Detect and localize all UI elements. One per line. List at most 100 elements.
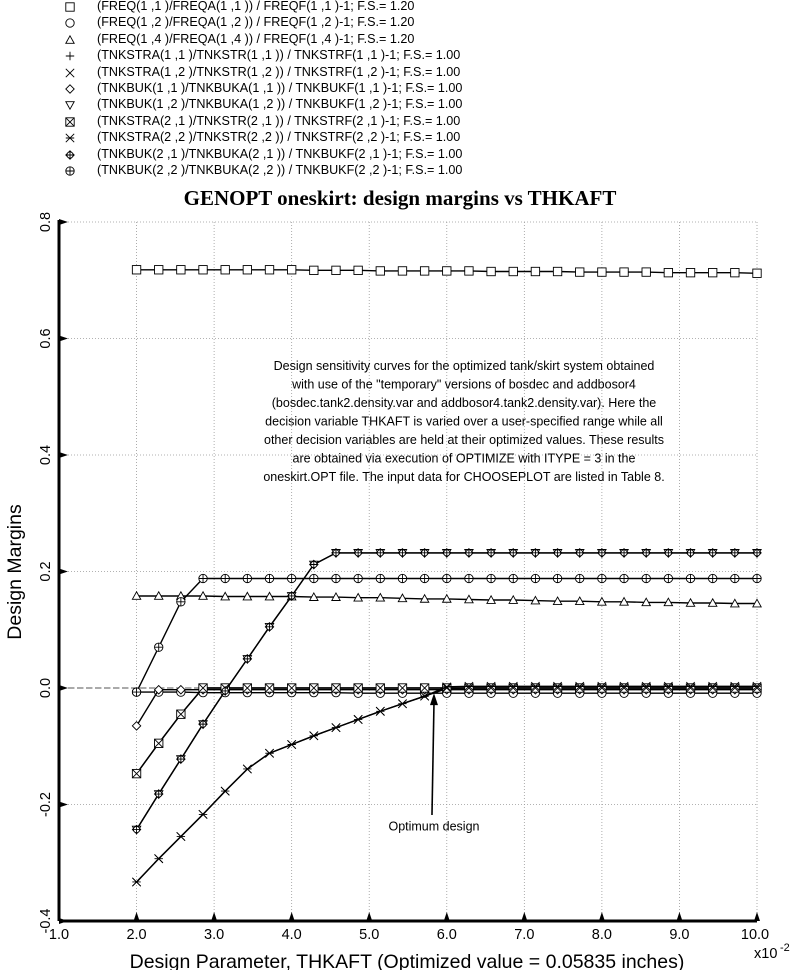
chart-title: GENOPT oneskirt: design margins vs THKAF…: [183, 186, 617, 210]
data-point: [176, 684, 186, 695]
data-point: [308, 592, 319, 601]
y-tick-label: 0.2: [38, 561, 54, 581]
data-point: [176, 754, 186, 764]
y-tick-label: -0.2: [38, 792, 54, 817]
data-point: [353, 548, 363, 558]
asterisk-marker-icon: [65, 133, 75, 143]
x-tick-label: 7.0: [514, 927, 534, 943]
data-point: [663, 268, 674, 278]
data-point: [619, 683, 629, 693]
data-point: [641, 681, 651, 691]
x-tick-label: 3.0: [204, 927, 224, 943]
data-point: [464, 683, 474, 693]
data-point: [530, 683, 541, 693]
data-point: [619, 681, 629, 691]
data-point: [685, 548, 696, 558]
data-point: [375, 573, 385, 584]
data-point: [463, 594, 474, 604]
data-point: [641, 267, 651, 277]
data-point: [752, 268, 762, 278]
data-point: [575, 267, 585, 277]
series-circle-plus-diamond: [131, 548, 762, 835]
data-point: [154, 265, 164, 275]
x-tick-mark: [211, 912, 218, 921]
legend-entry: (TNKBUK(1 ,1 )/TNKBUKA(1 ,1 )) / TNKBUKF…: [64, 80, 462, 96]
x-scale-exponent: -2: [780, 942, 790, 954]
axes: 1.0 2.0 3.0 4.0 5.0 6.0 7.0 8.0 9.0 10.0 -0.4 -0.2 0…: [38, 212, 769, 943]
optimum-label: Optimum design: [388, 820, 479, 834]
data-point: [375, 266, 385, 276]
data-point: [331, 265, 341, 275]
x-marker-icon: [65, 68, 75, 78]
legend-label: (TNKBUK(2 ,2 )/TNKBUKA(2 ,2 )) / TNKBUKF…: [97, 162, 463, 177]
optimum-arrow-head: [429, 693, 438, 706]
data-point: [597, 548, 607, 558]
data-point: [508, 683, 518, 693]
data-point: [464, 548, 474, 558]
data-point: [242, 764, 252, 774]
data-point: [264, 591, 275, 601]
data-point: [375, 592, 386, 602]
data-point: [619, 573, 629, 584]
data-point: [131, 824, 142, 835]
data-point: [730, 573, 740, 584]
y-tick-mark: [59, 568, 68, 575]
data-point: [752, 573, 762, 584]
annotation-line: Design sensitivity curves for the optimi…: [274, 359, 655, 373]
data-point: [442, 682, 452, 692]
y-tick-mark: [59, 219, 68, 225]
data-point: [530, 266, 541, 277]
data-point: [131, 590, 142, 600]
data-point: [464, 681, 474, 691]
x-tick-mark: [366, 912, 373, 921]
legend-entry: (TNKSTRA(1 ,2 )/TNKSTR(1 ,2 )) / TNKSTRF…: [64, 64, 462, 80]
data-point: [397, 699, 407, 709]
data-point: [353, 714, 363, 724]
data-point: [154, 854, 164, 864]
data-point: [597, 573, 607, 584]
data-point: [708, 573, 718, 584]
series-asterisk: [132, 681, 762, 887]
data-point: [663, 681, 673, 691]
triangle-down-marker-icon: [65, 101, 75, 111]
data-point: [752, 548, 762, 558]
data-point: [441, 593, 452, 603]
legend-label: (TNKSTRA(1 ,1 )/TNKSTR(1 ,1 )) / TNKSTRF…: [97, 48, 461, 63]
optimum-annotation: Optimum design: [388, 693, 480, 834]
x-tick-mark: [288, 912, 295, 921]
legend-label: (FREQ(1 ,1 )/FREQA(1 ,1 )) / FREQF(1 ,1 …: [97, 0, 415, 13]
legend-label: (TNKSTRA(1 ,2 )/TNKSTR(1 ,2 )) / TNKSTRF…: [97, 64, 461, 79]
x-scale-label: x10: [754, 946, 777, 962]
data-point: [264, 683, 275, 693]
y-tick-mark: [59, 801, 68, 808]
y-tick-mark: [59, 918, 68, 924]
data-point: [552, 596, 563, 606]
data-point: [154, 642, 164, 652]
data-point: [198, 573, 208, 584]
legend-label: (FREQ(1 ,2 )/FREQA(1 ,2 )) / FREQF(1 ,2 …: [97, 15, 415, 30]
data-point: [552, 683, 563, 693]
data-point: [198, 719, 208, 729]
data-point: [486, 573, 496, 584]
y-axis-label: Design Margins: [4, 504, 26, 640]
data-point: [220, 265, 230, 275]
square-x-marker-icon: [65, 117, 75, 127]
legend-label: (TNKBUK(1 ,1 )/TNKBUKA(1 ,1 )) / TNKBUKF…: [97, 80, 463, 95]
data-point: [619, 596, 630, 606]
data-point: [442, 573, 452, 584]
data-point: [730, 548, 740, 558]
data-point: [619, 548, 629, 558]
data-point: [419, 683, 430, 693]
annotation-line: (bosdec.tank2.density.var and addbosor4.…: [272, 396, 657, 410]
data-point: [730, 268, 740, 278]
legend-entry: (TNKSTRA(2 ,2 )/TNKSTR(2 ,2 )) / TNKSTRF…: [64, 129, 462, 145]
y-tick-label: 0.0: [38, 678, 54, 698]
data-point: [752, 683, 762, 693]
data-point: [442, 266, 452, 276]
data-point: [176, 709, 186, 719]
data-point: [176, 265, 186, 275]
data-point: [685, 683, 696, 693]
data-point: [530, 595, 541, 605]
annotation-line: decision variable THKAFT is varied over …: [265, 415, 663, 429]
data-point: [331, 683, 341, 693]
